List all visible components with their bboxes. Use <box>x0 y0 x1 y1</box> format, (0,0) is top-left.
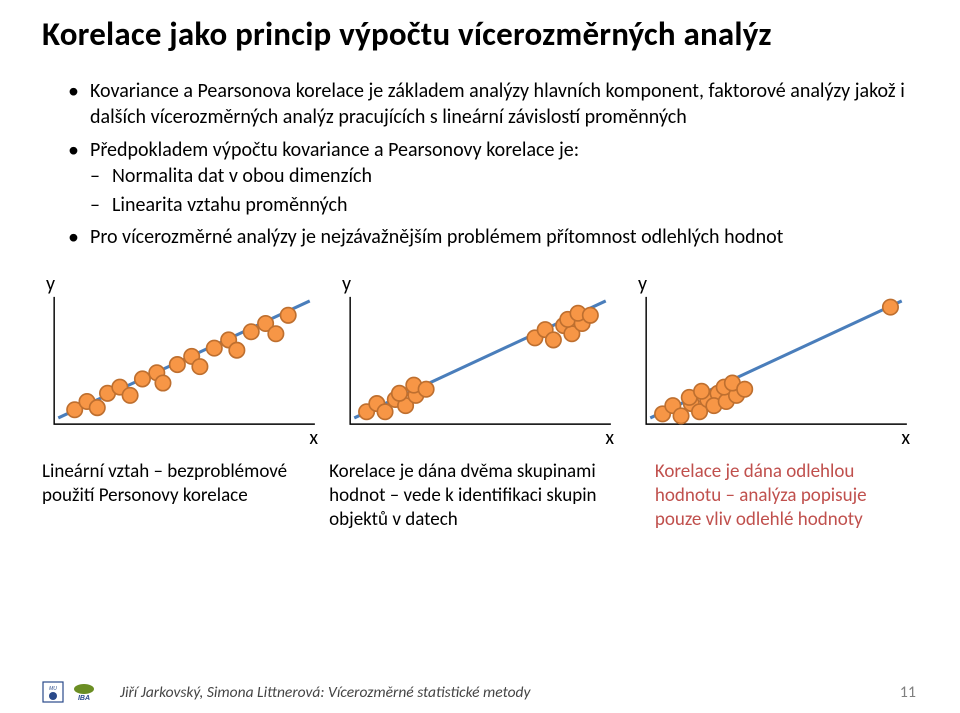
chart-panel-1: y x <box>48 272 320 450</box>
chart-panel-2: y x <box>344 272 616 450</box>
scatter-plot-2 <box>344 292 616 432</box>
x-axis-label-1: x <box>48 426 320 450</box>
slide-footer: MU IBA Jiří Jarkovský, Simona Littnerová… <box>0 681 960 703</box>
caption-1: Lineární vztah – bezproblémové použití P… <box>42 460 299 531</box>
bullet-2: Předpokladem výpočtu kovariance a Pearso… <box>68 137 912 218</box>
logo-cluster: MU IBA <box>42 681 98 703</box>
x-axis-label-3: x <box>640 426 912 450</box>
x-axis-label-2: x <box>344 426 616 450</box>
bullet-3: Pro vícerozměrné analýzy je nejzávažnějš… <box>68 224 912 250</box>
captions-row: Lineární vztah – bezproblémové použití P… <box>42 460 912 531</box>
scatter-plot-3 <box>640 292 912 432</box>
bullet-list: Kovariance a Pearsonova korelace je zákl… <box>68 78 912 250</box>
scatter-plot-1 <box>48 292 320 432</box>
iba-logo-icon: IBA <box>70 681 98 703</box>
bullet-1: Kovariance a Pearsonova korelace je zákl… <box>68 78 912 131</box>
caption-2: Korelace je dána dvěma skupinami hodnot … <box>329 460 625 531</box>
svg-text:MU: MU <box>49 686 57 692</box>
mu-logo-icon: MU <box>42 681 64 703</box>
charts-row: y x y x y x <box>48 272 912 450</box>
bullet-2-text: Předpokladem výpočtu kovariance a Pearso… <box>90 138 579 162</box>
bullet-2-sub-2: Linearita vztahu proměnných <box>90 192 912 218</box>
bullet-2-sub-1: Normalita dat v obou dimenzích <box>90 163 912 189</box>
chart-panel-3: y x <box>640 272 912 450</box>
caption-3: Korelace je dána odlehlou hodnotu – anal… <box>655 460 912 531</box>
page-title: Korelace jako princip výpočtu vícerozměr… <box>42 14 960 54</box>
